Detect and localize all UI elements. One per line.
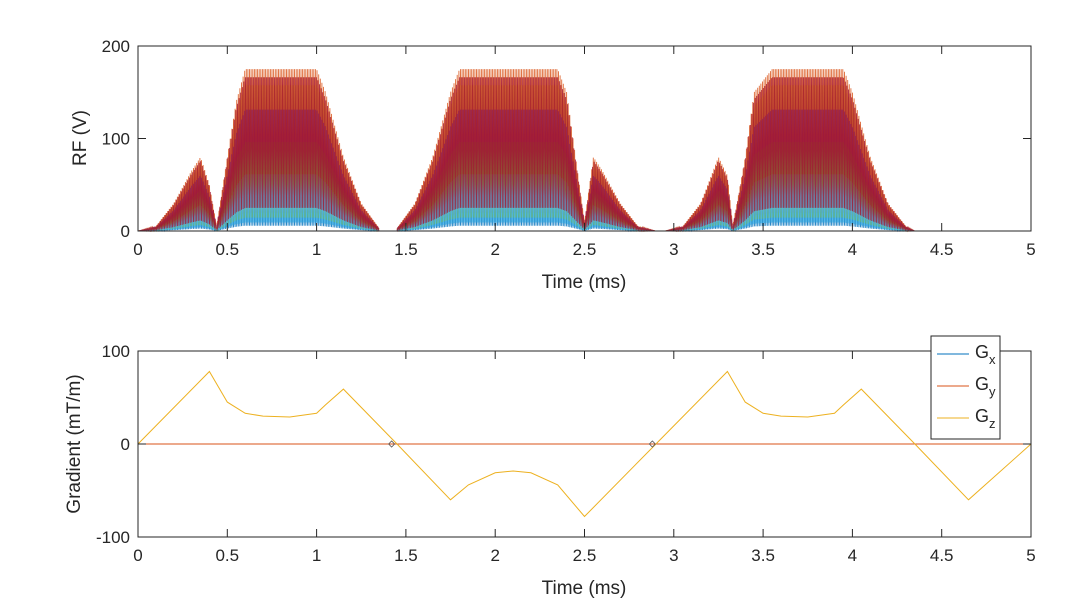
- legend-label: Gy: [975, 374, 996, 399]
- rf-y-axis-label: RF (V): [70, 110, 91, 166]
- y-tick: 100: [102, 130, 1031, 149]
- rf-pulse: [216, 69, 380, 233]
- x-tick: 5: [1026, 351, 1036, 565]
- x-tick-label: 0.5: [215, 546, 239, 565]
- x-tick: 3.5: [751, 46, 775, 259]
- x-tick: 0.5: [215, 351, 239, 565]
- gradient-x-ticks: 0 0.5 1 1.5 2 2.5 3 3.5 4 4.5 5: [133, 351, 1036, 565]
- rf-channel-trace: [732, 77, 915, 232]
- x-tick-label: 3.5: [751, 546, 775, 565]
- legend-entry: Gz: [937, 406, 996, 431]
- y-tick: 100: [102, 342, 1031, 361]
- x-tick-label: 5: [1026, 546, 1035, 565]
- x-tick: 1.5: [394, 351, 418, 565]
- x-tick-label: 3: [669, 240, 678, 259]
- legend-entry: Gx: [937, 342, 996, 367]
- rf-pulse: [664, 157, 733, 233]
- rf-pulse: [584, 157, 656, 233]
- rf-channel-trace: [138, 161, 217, 233]
- gradient-y-axis-label: Gradient (mT/m): [64, 374, 85, 513]
- rf-pulse: [732, 69, 915, 233]
- x-tick: 4: [848, 46, 857, 259]
- gradient-y-ticks: -100 0 100: [96, 342, 1031, 547]
- x-tick: 3.5: [751, 351, 775, 565]
- rf-data: [137, 69, 1031, 233]
- y-tick-label: 0: [121, 222, 130, 241]
- x-tick: 1: [312, 351, 321, 565]
- legend: Gx Gy Gz: [930, 335, 1001, 440]
- legend-entry: Gy: [937, 374, 996, 399]
- y-tick: 0: [121, 435, 1031, 454]
- y-tick: 200: [102, 37, 1031, 56]
- x-tick: 0: [133, 46, 143, 259]
- rf-pulse: [396, 69, 585, 233]
- x-tick-label: 2: [490, 240, 499, 259]
- x-tick-label: 3: [669, 546, 678, 565]
- y-tick: 0: [121, 222, 1031, 241]
- rf-x-ticks: 0 0.5 1 1.5 2 2.5 3 3.5 4 4.5 5: [133, 46, 1036, 259]
- gradient-data: [137, 370, 1032, 518]
- x-tick-label: 4: [848, 240, 857, 259]
- x-tick: 2.5: [573, 46, 597, 259]
- rf-channel-trace: [584, 161, 656, 233]
- y-tick-label: 100: [102, 130, 130, 149]
- x-tick-label: 2: [490, 546, 499, 565]
- x-tick: 4: [848, 351, 857, 565]
- x-tick: 4.5: [930, 46, 954, 259]
- x-tick-label: 4.5: [930, 240, 954, 259]
- x-tick-label: 4: [848, 546, 857, 565]
- gz-line: [137, 370, 1032, 518]
- x-tick-label: 1.5: [394, 240, 418, 259]
- x-tick: 2: [490, 351, 500, 565]
- x-tick-label: 1.5: [394, 546, 418, 565]
- x-tick-label: 5: [1026, 240, 1035, 259]
- x-tick: 2.5: [573, 351, 597, 565]
- x-tick: 1: [312, 46, 321, 259]
- y-tick-label: 200: [102, 37, 130, 56]
- zero-crossing-marker: [648, 440, 656, 448]
- x-tick-label: 0: [133, 240, 142, 259]
- x-tick-label: 3.5: [751, 240, 775, 259]
- x-tick: 3: [669, 351, 679, 565]
- x-tick: 0.5: [215, 46, 239, 259]
- legend-label: Gz: [975, 406, 996, 431]
- y-tick-label: 100: [102, 342, 130, 361]
- gradient-x-axis-label: Time (ms): [542, 578, 627, 599]
- rf-x-axis-label: Time (ms): [542, 272, 627, 293]
- y-tick-label: -100: [96, 528, 130, 547]
- rf-channel-trace: [664, 161, 733, 233]
- x-tick-label: 0: [133, 546, 142, 565]
- x-tick: 1.5: [394, 46, 418, 259]
- x-tick-label: 2.5: [573, 240, 597, 259]
- x-tick: 3: [669, 46, 679, 259]
- x-tick: 0: [133, 351, 143, 565]
- y-tick-label: 0: [121, 435, 130, 454]
- zero-crossing-marker: [388, 440, 396, 448]
- rf-pulse: [137, 157, 217, 233]
- x-tick-label: 2.5: [573, 546, 597, 565]
- y-tick: -100: [96, 528, 1031, 547]
- x-tick-label: 1: [312, 240, 321, 259]
- x-tick: 5: [1026, 46, 1036, 259]
- legend-label: Gx: [975, 342, 996, 367]
- rf-channel-trace: [396, 77, 585, 232]
- x-tick-label: 1: [312, 546, 321, 565]
- rf-y-ticks: 0 100 200: [102, 37, 1031, 241]
- x-tick: 2: [490, 46, 500, 259]
- legend-box: [930, 335, 1001, 440]
- x-tick-label: 4.5: [930, 546, 954, 565]
- rf-channel-trace: [216, 77, 380, 233]
- x-tick-label: 0.5: [215, 240, 239, 259]
